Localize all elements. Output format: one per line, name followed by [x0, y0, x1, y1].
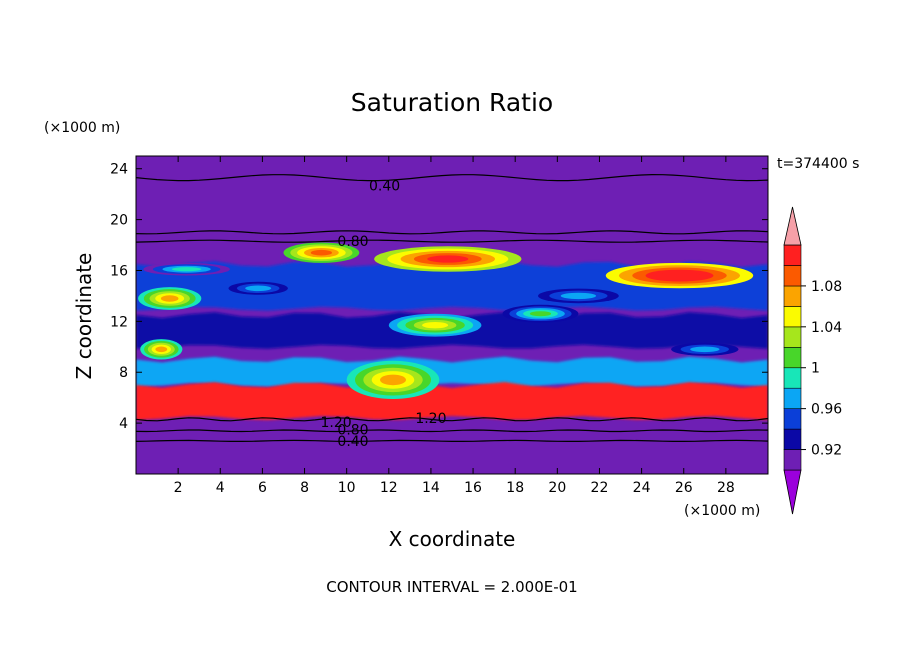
colorbar-upper-arrow [783, 206, 802, 246]
field-cell [160, 295, 179, 302]
colorbar-segment [783, 367, 802, 389]
colorbar-label: 1.04 [811, 320, 842, 336]
x-tick-label: 18 [506, 480, 524, 496]
field-cell [155, 346, 168, 353]
field-cell [310, 249, 332, 256]
field-cell [690, 346, 720, 353]
y-tick-label: 16 [110, 263, 128, 279]
contour-line [136, 439, 768, 442]
colorbar-lower-arrow [783, 469, 802, 515]
y-tick-label: 8 [119, 365, 128, 381]
field-cell [171, 267, 202, 272]
colorbar-label: 0.96 [811, 402, 842, 418]
x-tick-label: 20 [548, 480, 566, 496]
colorbar-segment [783, 408, 802, 430]
colorbar-segment [783, 265, 802, 287]
colorbar-label: 1.08 [811, 279, 842, 295]
colorbar-segment [783, 428, 802, 450]
colorbar-segment [783, 449, 802, 471]
x-tick-label: 16 [464, 480, 482, 496]
contour-label: 0.40 [337, 434, 368, 450]
contour-label: 1.20 [321, 415, 352, 431]
contour-line [136, 230, 768, 235]
contour-line [136, 173, 768, 182]
x-axis-label: X coordinate [388, 527, 516, 551]
chart-title: Saturation Ratio [350, 88, 554, 117]
field-cell [427, 255, 469, 263]
colorbar-label: 1 [811, 361, 820, 377]
plot-frame [135, 155, 769, 475]
field-band [136, 356, 768, 387]
x-tick-label: 2 [174, 480, 183, 496]
contour-label: 0.80 [337, 234, 368, 250]
x-tick-label: 14 [422, 480, 440, 496]
x-tick-label: 24 [633, 480, 651, 496]
y-axis-ticks: 4 8 12 16 20 24 [110, 162, 768, 432]
field-band [136, 382, 768, 420]
field-cell [658, 272, 701, 280]
y-tick-label: 24 [110, 162, 128, 178]
x-tick-label: 8 [300, 480, 309, 496]
contour-interval-note: CONTOUR INTERVAL = 2.000E-01 [326, 578, 578, 596]
contour-lines: 0.400.801.20 1.200.800.40 [136, 173, 768, 450]
y-axis-unit: (×1000 m) [44, 120, 121, 136]
x-tick-label: 22 [591, 480, 609, 496]
colorbar-segment [783, 346, 802, 369]
y-tick-label: 4 [119, 416, 128, 432]
colorbar-segment [783, 306, 802, 328]
colorbar-segment [783, 326, 802, 348]
x-tick-label: 6 [258, 480, 267, 496]
x-tick-label: 4 [216, 480, 225, 496]
contour-label: 1.20 [415, 411, 446, 427]
field-cell [245, 285, 272, 292]
y-tick-label: 20 [110, 213, 128, 229]
contour-label: 0.40 [369, 178, 400, 194]
contour-label: 0.80 [337, 423, 368, 439]
saturation-field [136, 156, 768, 474]
colorbar-label: 0.92 [811, 443, 842, 459]
field-cell [422, 322, 449, 329]
colorbar: 0.92 0.96 1 1.04 1.08 [783, 206, 842, 515]
contour-line [136, 429, 768, 433]
x-tick-label: 12 [380, 480, 398, 496]
colorbar-segment [783, 285, 802, 307]
time-label: t=374400 s [777, 156, 860, 172]
field-cell [529, 311, 552, 317]
contour-line [136, 417, 768, 422]
x-tick-label: 28 [717, 480, 735, 496]
x-axis-ticks: 2 4 6 8 10 12 14 16 18 20 22 24 26 28 [174, 156, 735, 496]
field-cell [380, 374, 406, 386]
field-cell [560, 292, 597, 300]
x-tick-label: 10 [338, 480, 356, 496]
colorbar-segment [783, 244, 802, 266]
y-tick-label: 12 [110, 314, 128, 330]
contour-line [136, 239, 768, 243]
colorbar-segment [783, 387, 802, 410]
x-tick-label: 26 [675, 480, 693, 496]
x-axis-unit: (×1000 m) [684, 503, 761, 519]
